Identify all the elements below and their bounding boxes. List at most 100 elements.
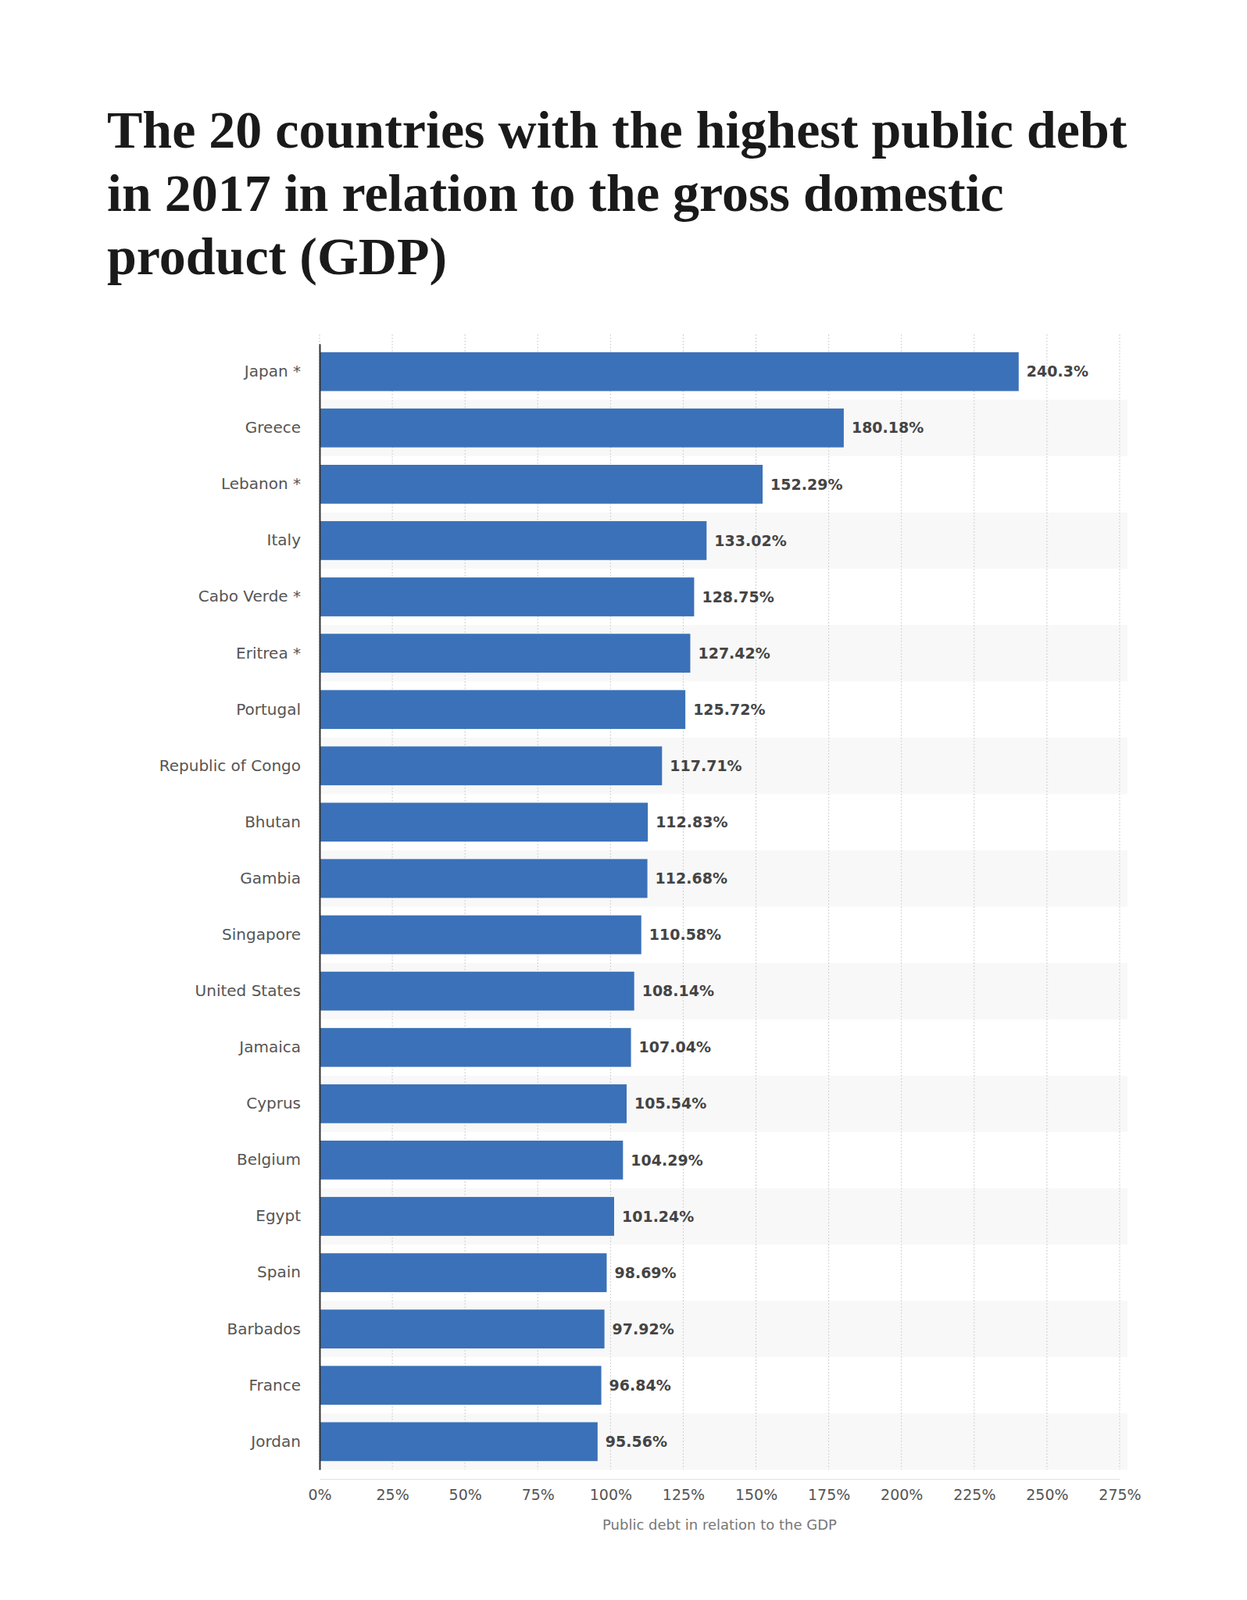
x-axis: 0%25%50%75%100%125%150%175%200%225%250%2… bbox=[307, 1479, 1141, 1504]
x-tick-label: 100% bbox=[589, 1486, 633, 1504]
grid-line bbox=[755, 334, 757, 1470]
grid-line bbox=[537, 334, 539, 1470]
x-tick-label: 200% bbox=[880, 1486, 923, 1504]
x-tick: 225% bbox=[953, 1479, 996, 1504]
x-tick-label: 150% bbox=[735, 1486, 778, 1504]
y-tick: Spain bbox=[257, 1262, 320, 1282]
row-stripe bbox=[319, 963, 1128, 1020]
y-tick-label: Barbados bbox=[226, 1319, 301, 1339]
bar bbox=[319, 1140, 623, 1180]
y-axis: Japan * Greece Lebanon * Italy Cabo Verde * E… bbox=[159, 344, 321, 1471]
y-tick: Jordan bbox=[249, 1432, 320, 1451]
grid-line bbox=[828, 334, 829, 1470]
y-tick: Lebanon * bbox=[221, 474, 320, 494]
data-label: 125.72% bbox=[693, 700, 765, 719]
bar bbox=[319, 464, 763, 504]
y-tick: Belgium bbox=[236, 1150, 320, 1169]
bar bbox=[319, 746, 662, 786]
y-tick-label: Gambia bbox=[239, 868, 301, 888]
grid-line bbox=[1119, 334, 1121, 1470]
x-tick-label: 25% bbox=[375, 1486, 409, 1504]
row-stripe bbox=[319, 400, 1128, 457]
y-tick: Eritrea * bbox=[235, 643, 320, 663]
x-tick: 0% bbox=[307, 1479, 332, 1504]
x-tick-label: 125% bbox=[662, 1486, 705, 1504]
data-label: 107.04% bbox=[639, 1038, 712, 1056]
y-tick-label: Jordan bbox=[249, 1432, 301, 1451]
x-tick: 125% bbox=[662, 1479, 705, 1504]
data-label: 110.58% bbox=[649, 925, 722, 944]
bar bbox=[319, 521, 707, 561]
y-tick: Gambia bbox=[239, 868, 320, 888]
bar bbox=[319, 1422, 598, 1462]
y-tick: Barbados bbox=[226, 1319, 320, 1339]
y-tick: Cabo Verde * bbox=[198, 586, 320, 606]
x-tick: 100% bbox=[589, 1479, 633, 1504]
y-tick-label: Italy bbox=[267, 530, 302, 550]
y-tick-label: Greece bbox=[245, 418, 301, 437]
y-tick: Cyprus bbox=[246, 1093, 320, 1113]
y-tick: Singapore bbox=[221, 925, 320, 944]
row-stripe bbox=[319, 512, 1128, 569]
row-stripe bbox=[319, 1075, 1128, 1133]
y-axis-line bbox=[319, 344, 322, 1471]
y-tick-label: Singapore bbox=[221, 925, 301, 944]
data-label: 152.29% bbox=[770, 475, 843, 494]
x-tick-label: 50% bbox=[449, 1486, 483, 1504]
y-tick-label: Cabo Verde * bbox=[198, 586, 301, 606]
data-label: 127.42% bbox=[697, 644, 770, 662]
x-tick-label: 75% bbox=[521, 1486, 555, 1504]
data-label: 97.92% bbox=[612, 1320, 675, 1338]
x-tick: 200% bbox=[880, 1479, 923, 1504]
data-label: 112.68% bbox=[655, 869, 728, 887]
bar bbox=[319, 971, 635, 1012]
x-tick: 75% bbox=[521, 1479, 555, 1504]
y-tick-label: Republic of Congo bbox=[159, 756, 301, 776]
grid-line bbox=[1046, 334, 1047, 1470]
y-tick-label: Eritrea * bbox=[235, 643, 301, 663]
data-labels: 240.3%180.18%152.29%133.02%128.75%127.42… bbox=[605, 362, 1089, 1451]
bar bbox=[319, 408, 844, 448]
x-tick: 50% bbox=[449, 1479, 483, 1504]
y-tick: United States bbox=[195, 981, 320, 1001]
data-label: 133.02% bbox=[714, 532, 787, 550]
grid-line bbox=[464, 334, 466, 1470]
grid-line bbox=[319, 334, 321, 1470]
bar bbox=[319, 1309, 605, 1349]
grid-line bbox=[900, 334, 902, 1470]
grid-line bbox=[973, 334, 975, 1470]
y-tick: Japan * bbox=[242, 361, 320, 381]
x-tick-label: 0% bbox=[307, 1486, 332, 1504]
y-tick-label: Cyprus bbox=[246, 1093, 301, 1113]
bar bbox=[319, 633, 690, 673]
y-tick: Bhutan bbox=[244, 812, 320, 832]
title: The 20 countries with the highest public… bbox=[107, 100, 1128, 286]
row-stripe bbox=[319, 850, 1128, 907]
data-label: 96.84% bbox=[609, 1376, 672, 1394]
x-tick: 25% bbox=[375, 1479, 409, 1504]
y-tick: Greece bbox=[245, 418, 320, 437]
bar bbox=[319, 577, 694, 617]
bars bbox=[319, 352, 1019, 1462]
row-stripe bbox=[319, 1188, 1128, 1245]
bar bbox=[319, 1084, 627, 1124]
row-stripe bbox=[319, 737, 1128, 794]
y-tick-label: Portugal bbox=[235, 700, 301, 719]
grid bbox=[319, 334, 1120, 1470]
grid-line bbox=[610, 334, 611, 1470]
y-tick-label: Jamaica bbox=[237, 1037, 301, 1057]
x-tick: 175% bbox=[807, 1479, 851, 1504]
y-tick: Republic of Congo bbox=[159, 756, 320, 776]
data-label: 101.24% bbox=[621, 1207, 694, 1226]
x-tick: 275% bbox=[1098, 1479, 1141, 1504]
row-stripes bbox=[319, 400, 1128, 1471]
x-tick-label: 175% bbox=[807, 1486, 851, 1504]
row-stripe bbox=[319, 1300, 1128, 1358]
x-axis-title: Public debt in relation to the GDP bbox=[602, 1516, 837, 1533]
chart: The 20 countries with the highest public… bbox=[0, 0, 1247, 1600]
data-label: 104.29% bbox=[630, 1151, 703, 1169]
bar bbox=[319, 1028, 632, 1068]
y-tick: France bbox=[248, 1375, 320, 1395]
bar bbox=[319, 859, 648, 899]
bar bbox=[319, 1365, 602, 1405]
